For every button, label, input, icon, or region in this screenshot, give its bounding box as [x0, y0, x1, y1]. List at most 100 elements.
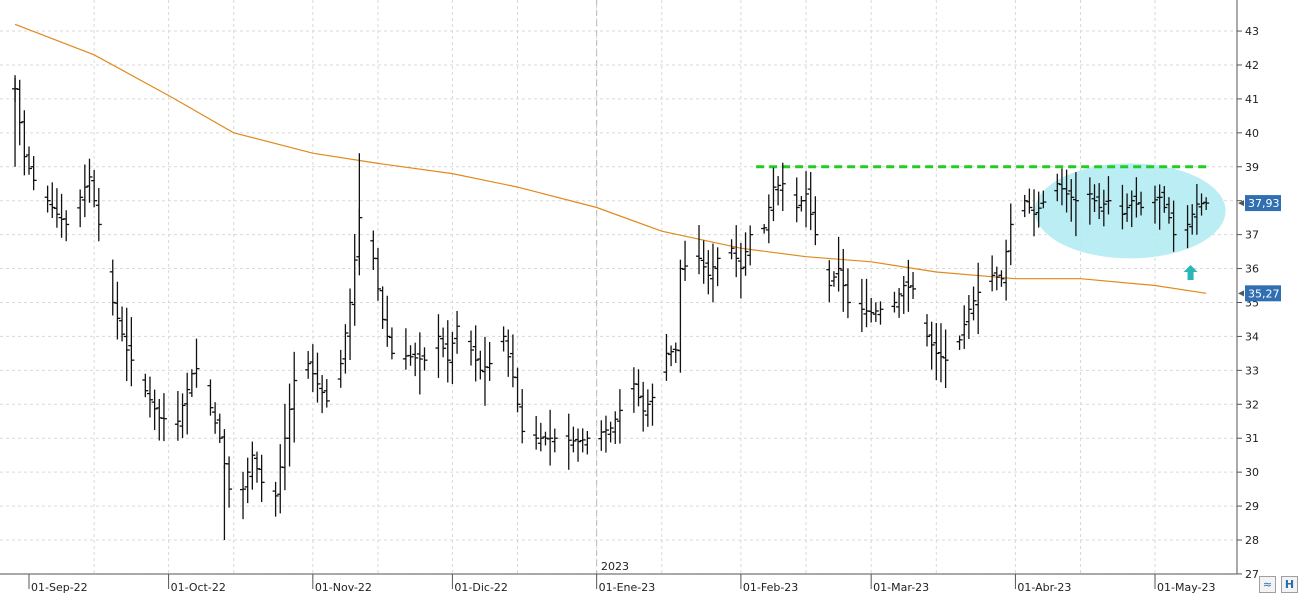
ohlc-bar — [1063, 169, 1070, 213]
ohlc-bar — [1119, 184, 1126, 230]
ohlc-bar — [30, 156, 37, 191]
ohlc-bar — [407, 345, 414, 366]
ohlc-bar — [998, 270, 1005, 287]
ohlc-bar — [993, 266, 1000, 291]
ohlc-bar — [928, 321, 935, 370]
ohlc-bar — [77, 189, 84, 228]
ohlc-bar — [63, 210, 70, 242]
price-bars — [12, 75, 1210, 540]
ohlc-bar — [579, 428, 586, 453]
last-price-value: 37,93 — [1248, 197, 1280, 210]
ohlc-bar — [95, 187, 102, 242]
y-tick-label: 37 — [1245, 229, 1259, 242]
ohlc-bar — [547, 409, 554, 466]
ohlc-bar — [649, 383, 656, 426]
ohlc-bar — [551, 428, 558, 453]
ohlc-bar — [514, 367, 521, 413]
wave-icon[interactable]: ≈ — [1259, 576, 1276, 593]
ohlc-bar — [212, 402, 219, 434]
x-tick-label: 01-Feb-23 — [743, 581, 798, 594]
y-tick-label: 27 — [1245, 568, 1259, 581]
ohlc-bar — [779, 162, 786, 212]
ohlc-bar — [184, 372, 191, 435]
ohlc-bar — [835, 236, 842, 292]
ohlc-bar — [226, 456, 233, 508]
moving-average-badge: 35,27 — [1238, 285, 1281, 302]
ohlc-bar — [412, 342, 419, 377]
ohlc-bar — [337, 349, 344, 388]
ohlc-bar — [1165, 197, 1172, 224]
ohlc-bar — [942, 329, 949, 389]
ohlc-bar — [1189, 204, 1196, 235]
ohlc-bar — [314, 352, 321, 403]
ohlc-bar — [319, 375, 326, 414]
ohlc-bar — [1156, 184, 1163, 230]
ohlc-bar — [844, 268, 851, 319]
h-icon[interactable]: H — [1281, 576, 1298, 593]
ohlc-bar — [1086, 177, 1093, 225]
ohlc-bar — [970, 286, 977, 321]
moving-average-line — [14, 23, 1207, 294]
ohlc-bar — [151, 389, 158, 430]
ohlc-bar — [342, 324, 349, 374]
ohlc-bar — [1054, 173, 1061, 202]
ohlc-bar — [435, 314, 442, 378]
ohlc-bar — [1128, 190, 1135, 228]
ohlc-bar — [291, 351, 298, 443]
last-price-badge: 37,93 — [1238, 195, 1281, 212]
ohlc-bar — [272, 481, 279, 517]
ohlc-bar — [1100, 189, 1107, 227]
ohlc-bar — [640, 381, 647, 432]
ohlc-bar — [742, 232, 749, 276]
ohlc-bar — [537, 422, 544, 452]
ohlc-bar — [1133, 177, 1140, 218]
ohlc-bar — [937, 323, 944, 383]
ohlc-bar — [793, 177, 800, 223]
ohlc-bar — [737, 242, 744, 299]
ohlc-bar — [244, 457, 251, 504]
ohlc-bar — [1105, 176, 1112, 215]
ohlc-bar — [468, 330, 475, 366]
ohlc-bar — [142, 373, 149, 398]
x-tick-label: 01-Dic-22 — [454, 581, 508, 594]
ohlc-bar — [607, 421, 614, 443]
ohlc-bar — [765, 194, 772, 244]
ohlc-bar — [86, 158, 93, 203]
ohlc-bar — [975, 262, 982, 335]
ohlc-bar — [1184, 205, 1191, 249]
y-tick-label: 42 — [1245, 59, 1259, 72]
ohlc-bar — [910, 272, 917, 300]
ohlc-bar — [119, 306, 126, 342]
ohlc-bar — [1007, 203, 1014, 266]
ohlc-bar — [16, 79, 23, 146]
ohlc-bar — [709, 243, 716, 303]
ohlc-bar — [21, 110, 28, 176]
ohlc-bar — [240, 471, 247, 520]
ohlc-bar — [374, 247, 381, 301]
ohlc-bar — [747, 225, 754, 266]
ohlc-bar — [668, 345, 675, 367]
ohlc-bar — [207, 379, 214, 416]
y-tick-label: 32 — [1245, 398, 1259, 411]
consolidation-highlight — [1034, 163, 1226, 259]
ohlc-bar — [449, 331, 456, 385]
ohlc-bar — [384, 295, 391, 347]
ohlc-bar — [803, 171, 810, 228]
ohlc-bar — [1072, 172, 1079, 237]
ohlc-bar — [1152, 185, 1158, 224]
ohlc-bar — [714, 247, 721, 287]
ohlc-bar — [179, 393, 186, 439]
arrow-up-icon — [1183, 264, 1198, 280]
ohlc-bar — [663, 333, 670, 381]
ohlc-bar — [128, 317, 135, 387]
y-tick-label: 29 — [1245, 500, 1259, 513]
ohlc-bar — [123, 307, 130, 382]
ohlc-bar — [635, 369, 642, 407]
ohlc-bar — [193, 338, 200, 388]
ohlc-bar — [905, 259, 912, 312]
x-tick-label: 01-Oct-22 — [171, 581, 226, 594]
ohlc-bar — [933, 322, 940, 381]
y-tick-label: 41 — [1245, 93, 1259, 106]
ohlc-bar — [305, 351, 312, 379]
